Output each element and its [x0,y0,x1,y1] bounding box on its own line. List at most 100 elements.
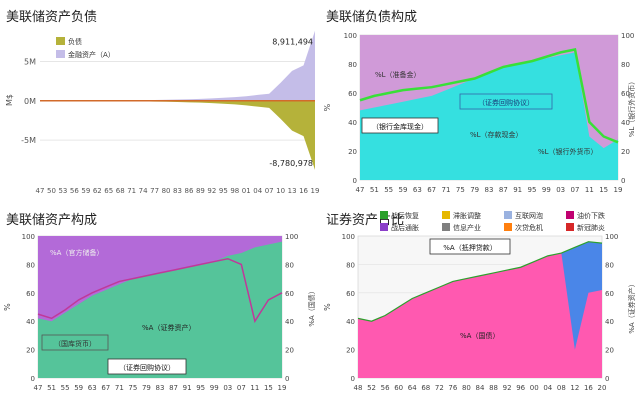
label-treasury-currency: （国库货币） [54,339,96,348]
y2-tick-label: 80 [621,61,630,69]
x-tick-label: 86 [184,187,193,195]
y2-tick-label: 20 [621,148,630,156]
label-deposit: %L（存款现金） [470,130,523,139]
y-tick-label: 0 [351,375,355,383]
label-box [459,93,553,110]
x-tick-label: 83 [485,186,494,194]
x-tick-label: 89 [196,187,205,195]
x-tick-label: 75 [456,186,465,194]
legend-label: 金融资产（A） [68,50,115,59]
legend-label: 负债 [68,37,82,46]
x-tick-label: 95 [528,186,537,194]
y-tick-label: 60 [26,290,35,298]
x-tick-label: 52 [367,384,376,392]
label-currency: %L（银行外货币） [538,147,598,156]
y-tick-label: 40 [26,318,35,326]
chart-title: 美联储资产构成 [6,213,98,228]
x-tick-label: 84 [476,384,485,392]
chart-assets-svg: 100 100 80 80 60 60 40 40 20 20 0 0% %A（国债） %A（官方储备）%… [3,233,316,392]
x-tick-label: 75 [128,384,137,392]
y-tick-label: 100 [344,32,357,40]
x-tick-label: 60 [394,384,403,392]
y2-tick-label: 60 [621,90,630,98]
y2-tick-label: 40 [621,119,630,127]
x-tick-label: 04 [543,384,552,392]
y2-tick-label: 0 [605,375,609,383]
y-axis-label: % [323,303,332,311]
x-tick-label: 99 [210,384,219,392]
x-tick-label: 67 [101,384,110,392]
x-tick-label: 15 [264,384,273,392]
x-tick-label: 79 [142,384,151,392]
label-box [107,358,187,375]
line-securities [357,241,603,322]
y2-tick-label: 80 [605,261,614,269]
x-tick-label: 71 [115,384,124,392]
x-tick-label: 10 [276,187,285,195]
x-tick-label: 59 [81,187,90,195]
x-tick-label: 74 [139,187,148,195]
legend-swatch [504,223,512,231]
legend-swatch [504,211,512,219]
y-tick-label: 60 [348,90,357,98]
legend-label: 次贷危机 [515,223,543,232]
legend-label: 信息产业 [453,223,481,232]
x-tick-label: 83 [156,384,165,392]
chart-title: 美联储资产负债 [6,10,98,25]
line-currency [359,48,619,144]
area-deposit-cash [360,52,618,180]
legend-swatch [380,211,388,219]
x-tick-label: 51 [370,186,379,194]
y2-axis-label: %A（国债） [307,287,316,326]
x-tick-label: 08 [557,384,566,392]
y-tick-label: 60 [346,290,355,298]
x-tick-label: 47 [356,186,365,194]
x-tick-label: 13 [288,187,297,195]
x-tick-label: 07 [237,384,246,392]
x-tick-label: 00 [530,384,539,392]
x-tick-label: 67 [427,186,436,194]
x-tick-label: 04 [253,187,262,195]
x-tick-label: 71 [442,186,451,194]
chart-liabilities-svg: 100 100 80 80 60 60 40 40 20 20 0 0% %L（银行外货币） %L（准备金… [323,32,636,194]
y2-axis-label: %A（证券资产） [627,280,636,333]
y2-tick-label: 60 [605,290,614,298]
x-tick-label: 72 [435,384,444,392]
y2-tick-label: 100 [621,32,634,40]
x-tick-label: 64 [408,384,417,392]
x-tick-label: 87 [499,186,508,194]
label-vault-cash: （银行金库现金） [372,122,428,131]
annotation-max: 8,911,494 [272,38,313,47]
area-treasuries [358,253,602,378]
x-tick-label: 98 [230,187,239,195]
y-tick-label: 0 [353,177,357,185]
label-reserves: %L（准备金） [375,70,421,79]
x-tick-label: 71 [127,187,136,195]
y-tick-label: -5M [21,136,36,145]
chart-panel-securities: 证券资产占比 100 100 80 80 60 60 40 40 20 20 0 0% %A（证券资产）… [320,203,640,403]
x-tick-label: 07 [265,187,274,195]
x-tick-label: 50 [47,187,56,195]
y-tick-label: 20 [26,347,35,355]
x-tick-label: 07 [571,186,580,194]
legend-label: 互联网泡 [515,211,543,220]
legend-swatch [56,50,65,58]
x-tick-label: 19 [311,187,320,195]
legend-label: 战后通胀 [391,223,419,232]
x-tick-label: 11 [585,186,594,194]
x-tick-label: 16 [584,384,593,392]
x-tick-label: 95 [219,187,228,195]
line-treasuries [37,257,283,324]
x-tick-label: 68 [116,187,125,195]
y-tick-label: 0 [31,375,35,383]
label-repo: （证券回购协议） [119,363,175,372]
legend-label: 新冠肺炎 [577,223,605,232]
x-tick-label: 03 [223,384,232,392]
x-tick-label: 92 [503,384,512,392]
y2-tick-label: 20 [605,347,614,355]
area-securities [38,241,282,378]
x-tick-label: 12 [570,384,579,392]
label-treasuries: %A（国债） [460,331,499,340]
y-tick-label: 20 [346,347,355,355]
